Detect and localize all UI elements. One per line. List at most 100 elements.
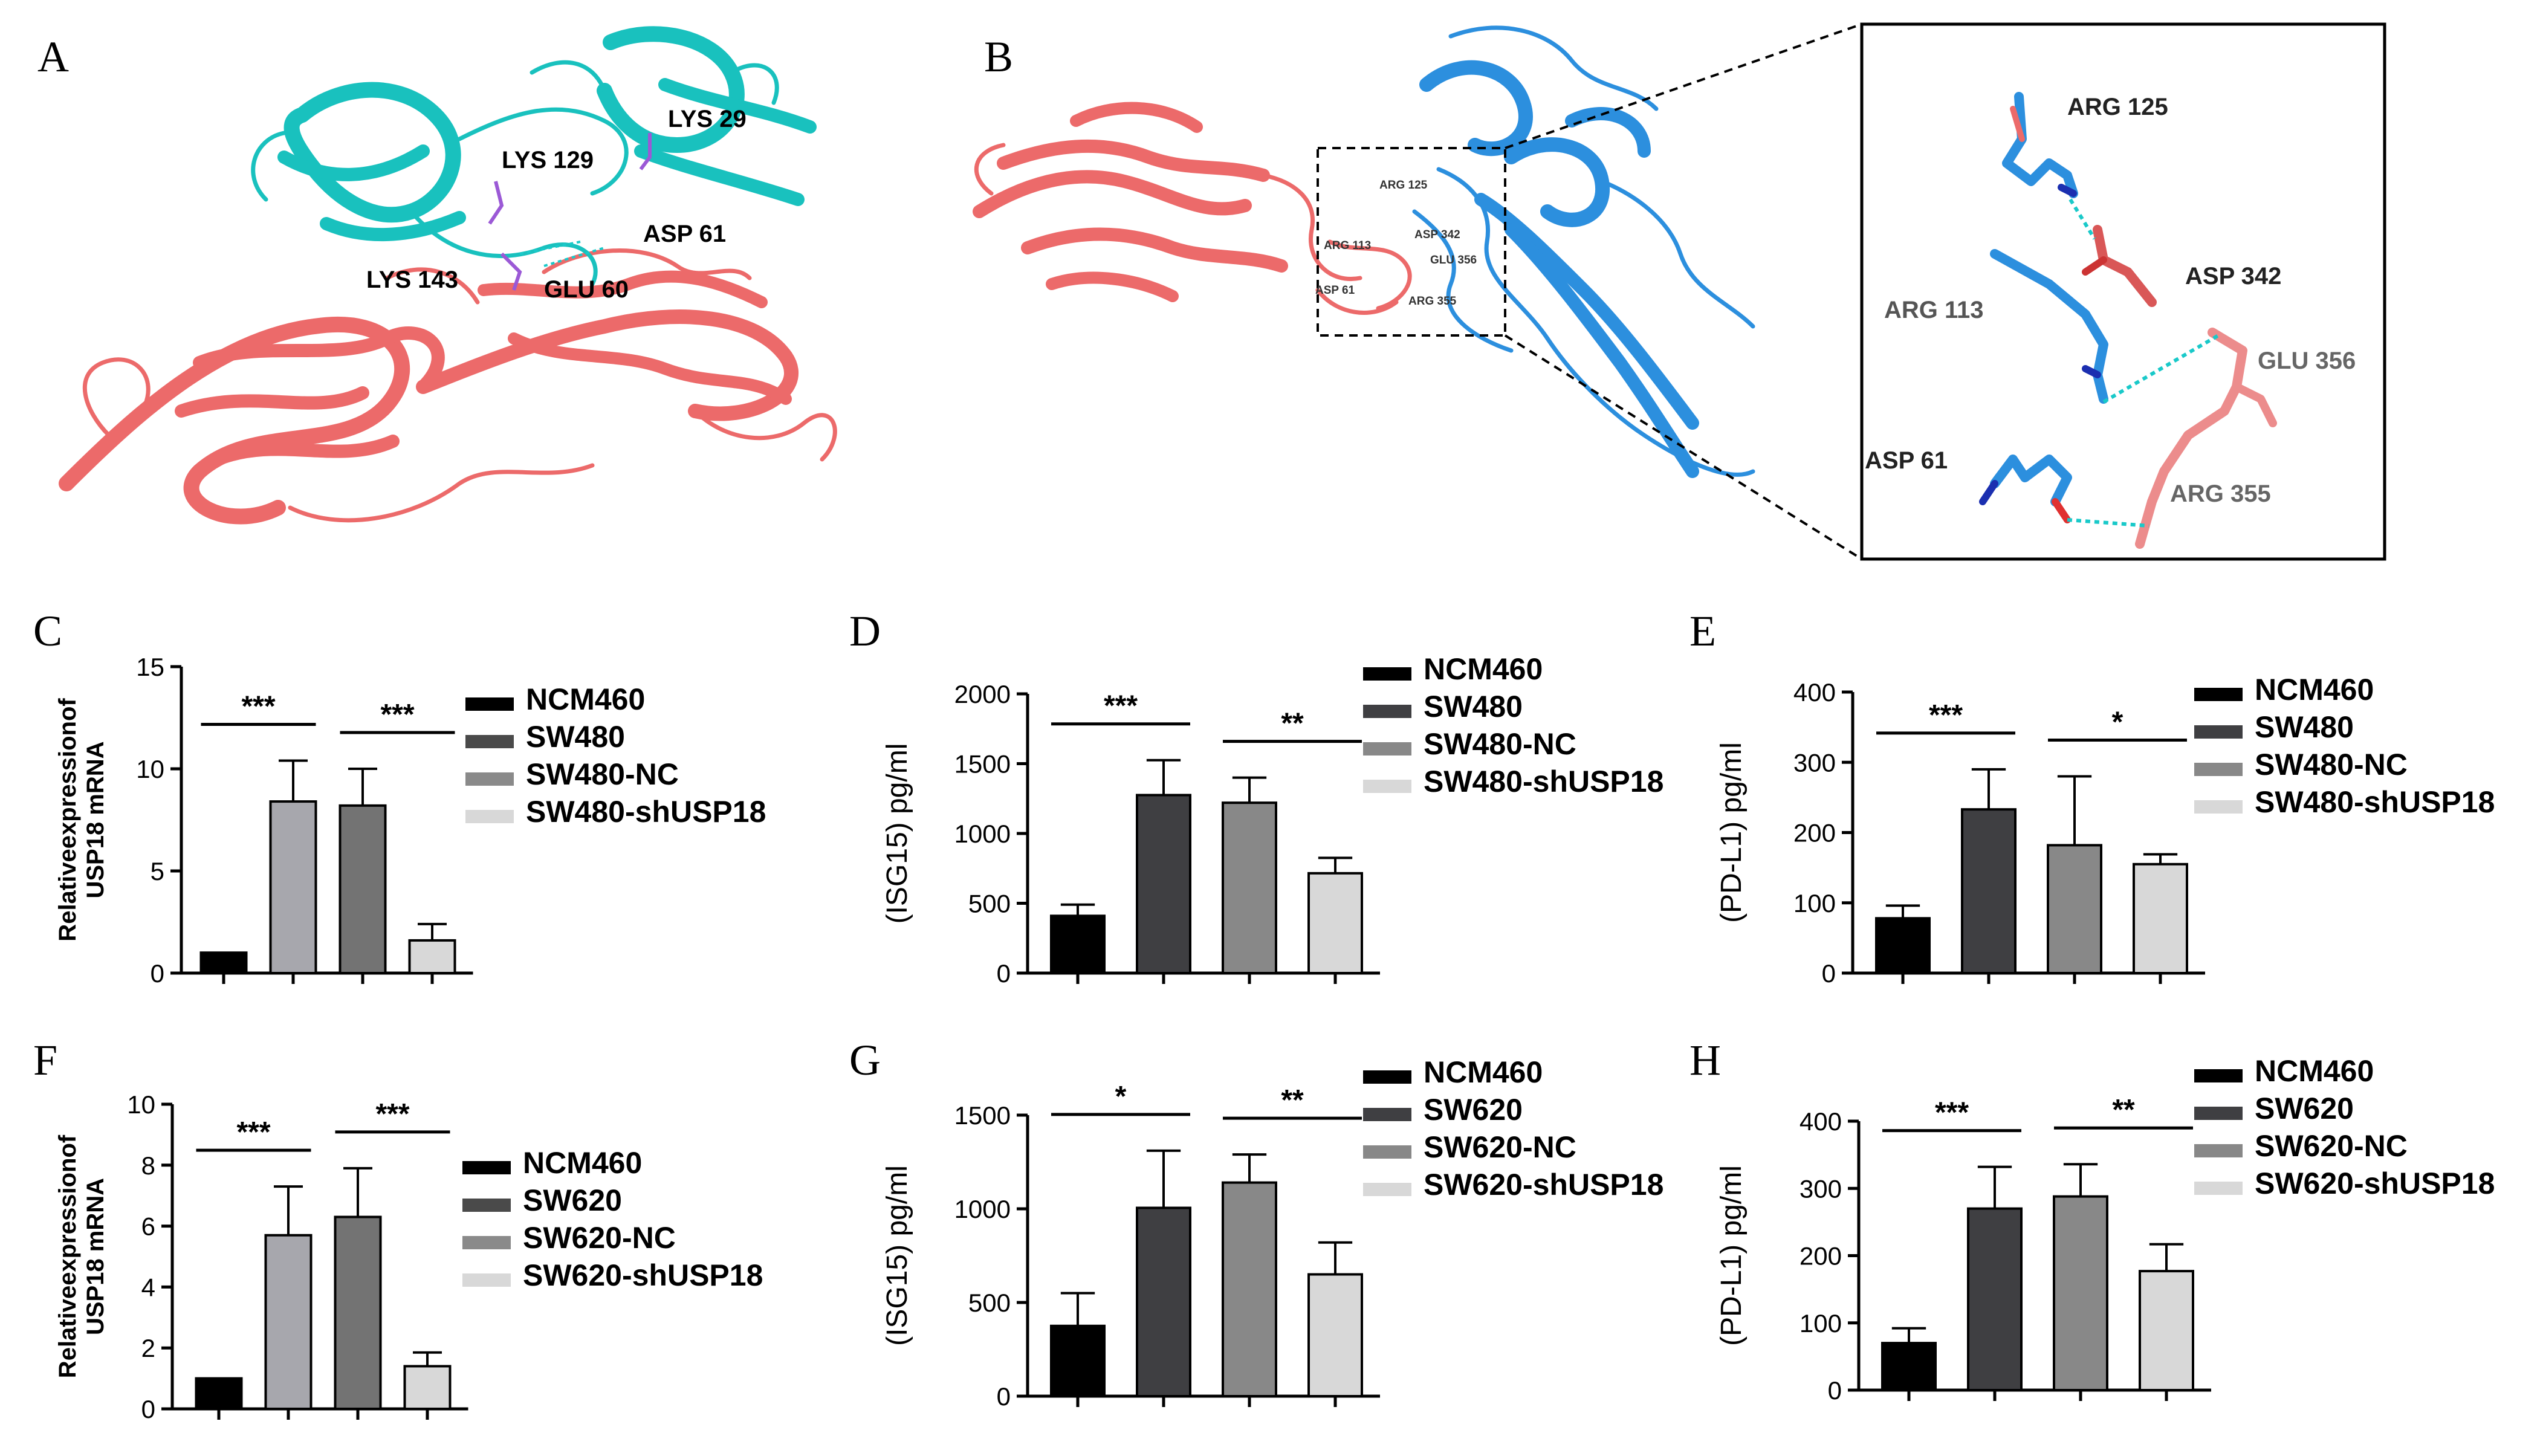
- residue-label-a-4: LYS 143: [366, 267, 458, 293]
- legend-entry: SW620-NC: [2255, 1129, 2408, 1163]
- y-tick-label: 100: [1800, 1309, 1842, 1338]
- legend-swatch: [1363, 742, 1411, 756]
- legend-entry: SW620: [1424, 1093, 1523, 1127]
- bar-sw480-nc: [1222, 801, 1277, 975]
- chart-f: 0 2 4 6 8 10 Relativeexpressionof USP18 mRNA ***…: [54, 1090, 763, 1423]
- legend-swatch: [1363, 705, 1411, 718]
- interface-side-chains: [488, 133, 652, 291]
- legend-swatch: [1363, 667, 1411, 681]
- teal-protein-ribbons: [251, 26, 817, 286]
- bar-sw620: [1967, 1207, 2023, 1391]
- legend-swatch: [1363, 1108, 1411, 1121]
- zoom-line-top: [1505, 23, 1862, 149]
- legend-swatch: [1363, 1183, 1411, 1196]
- y-tick-label: 2000: [954, 680, 1011, 708]
- inset-residue-5: ASP 61: [1865, 447, 1948, 474]
- y-tick-label: 0: [151, 959, 164, 988]
- significance-label: ***: [380, 699, 414, 731]
- residue-small-2: ARG 113: [1324, 239, 1371, 252]
- y-axis-label: Relativeexpressionof: [54, 698, 81, 942]
- panel-letter-d: D: [849, 607, 881, 655]
- y-tick-label: 6: [141, 1212, 155, 1241]
- y-tick-label: 1000: [954, 1195, 1011, 1223]
- y-tick-label: 10: [136, 755, 164, 783]
- salmon-protein-ribbons-b: [973, 102, 1412, 315]
- legend-swatch: [2194, 800, 2243, 814]
- bar-ncm460: [1875, 917, 1931, 974]
- y-tick-label: 15: [136, 653, 164, 681]
- legend-swatch: [2194, 688, 2243, 701]
- legend-entry: SW620-shUSP18: [1424, 1168, 1663, 1202]
- y-tick-label: 1500: [954, 1101, 1011, 1130]
- bar-sw620-shusp18: [1307, 1273, 1363, 1397]
- y-tick-label: 300: [1793, 748, 1836, 777]
- residue-label-a-5: GLU 60: [544, 276, 629, 303]
- legend-entry: SW480: [1424, 690, 1523, 723]
- legend-swatch: [462, 1161, 511, 1174]
- legend-swatch: [465, 697, 514, 711]
- panel-b-structure: B ARG 125: [973, 22, 2386, 561]
- inset-residue-4: GLU 356: [2258, 348, 2356, 374]
- bar-sw620-nc: [334, 1215, 382, 1410]
- legend-entry: SW620-NC: [523, 1221, 676, 1255]
- legend-entry: SW480: [526, 720, 625, 754]
- legend-entry: NCM460: [523, 1146, 642, 1180]
- panel-letter-g: G: [849, 1036, 881, 1084]
- bar-sw480-shusp18: [408, 939, 456, 975]
- y-axis-label: (PD-L1) pg/ml: [1715, 1165, 1748, 1346]
- legend-entry: SW480-shUSP18: [2255, 785, 2495, 819]
- legend-entry: SW480-NC: [1424, 727, 1576, 761]
- y-axis-label: (ISG15) pg/ml: [881, 1165, 913, 1346]
- legend-entry: NCM460: [1424, 1055, 1543, 1089]
- inset-box: [1860, 22, 2386, 561]
- bar-sw620-shusp18: [403, 1365, 452, 1410]
- legend-swatch: [465, 772, 514, 786]
- legend-entry: SW480-shUSP18: [1424, 765, 1663, 798]
- significance-label: ***: [375, 1098, 409, 1130]
- y-tick-label: 2: [141, 1334, 155, 1362]
- y-tick-label: 0: [997, 959, 1011, 988]
- legend-entry: SW620-shUSP18: [523, 1258, 763, 1292]
- panel-letter-f: F: [33, 1036, 57, 1084]
- residue-small-4: GLU 356: [1430, 254, 1477, 267]
- inset-sticks: [1979, 92, 2277, 549]
- legend-entry: SW620-shUSP18: [2255, 1166, 2495, 1200]
- legend-entry: SW620-NC: [1424, 1130, 1576, 1164]
- bar-sw620-nc: [2053, 1195, 2108, 1391]
- y-tick-label: 500: [968, 890, 1011, 918]
- residue-small-5: ASP 61: [1315, 284, 1355, 297]
- bar-sw620: [1136, 1206, 1191, 1397]
- bar-ncm460: [199, 951, 248, 974]
- significance-label: *: [1115, 1081, 1127, 1113]
- significance-label: ***: [1935, 1097, 1969, 1129]
- y-tick-label: 0: [1828, 1376, 1842, 1405]
- legend-entry: SW620: [2255, 1092, 2354, 1125]
- y-tick-label: 400: [1800, 1107, 1842, 1136]
- y-tick-label: 5: [151, 857, 164, 885]
- residue-label-a-2: LYS 129: [502, 147, 594, 173]
- inset-residue-6: ARG 355: [2170, 480, 2271, 507]
- blue-protein-ribbons-b: [1412, 25, 1755, 478]
- legend-entry: NCM460: [2255, 1054, 2374, 1088]
- panel-letter-e: E: [1689, 607, 1716, 655]
- zoom-line-bottom: [1504, 334, 1863, 560]
- legend-swatch: [2194, 1144, 2243, 1157]
- bar-ncm460: [1050, 914, 1106, 975]
- legend-entry: NCM460: [2255, 673, 2374, 707]
- y-tick-label: 4: [141, 1273, 155, 1301]
- bar-sw480-shusp18: [2133, 862, 2188, 974]
- significance-label: ***: [236, 1116, 270, 1148]
- legend-swatch: [2194, 1107, 2243, 1120]
- bar-ncm460: [1881, 1342, 1937, 1391]
- y-tick-label: 400: [1793, 678, 1836, 707]
- legend-entry: NCM460: [1424, 652, 1543, 686]
- legend-swatch: [2194, 1182, 2243, 1195]
- significance-label: ***: [1104, 690, 1138, 722]
- panel-letter-c: C: [33, 607, 62, 655]
